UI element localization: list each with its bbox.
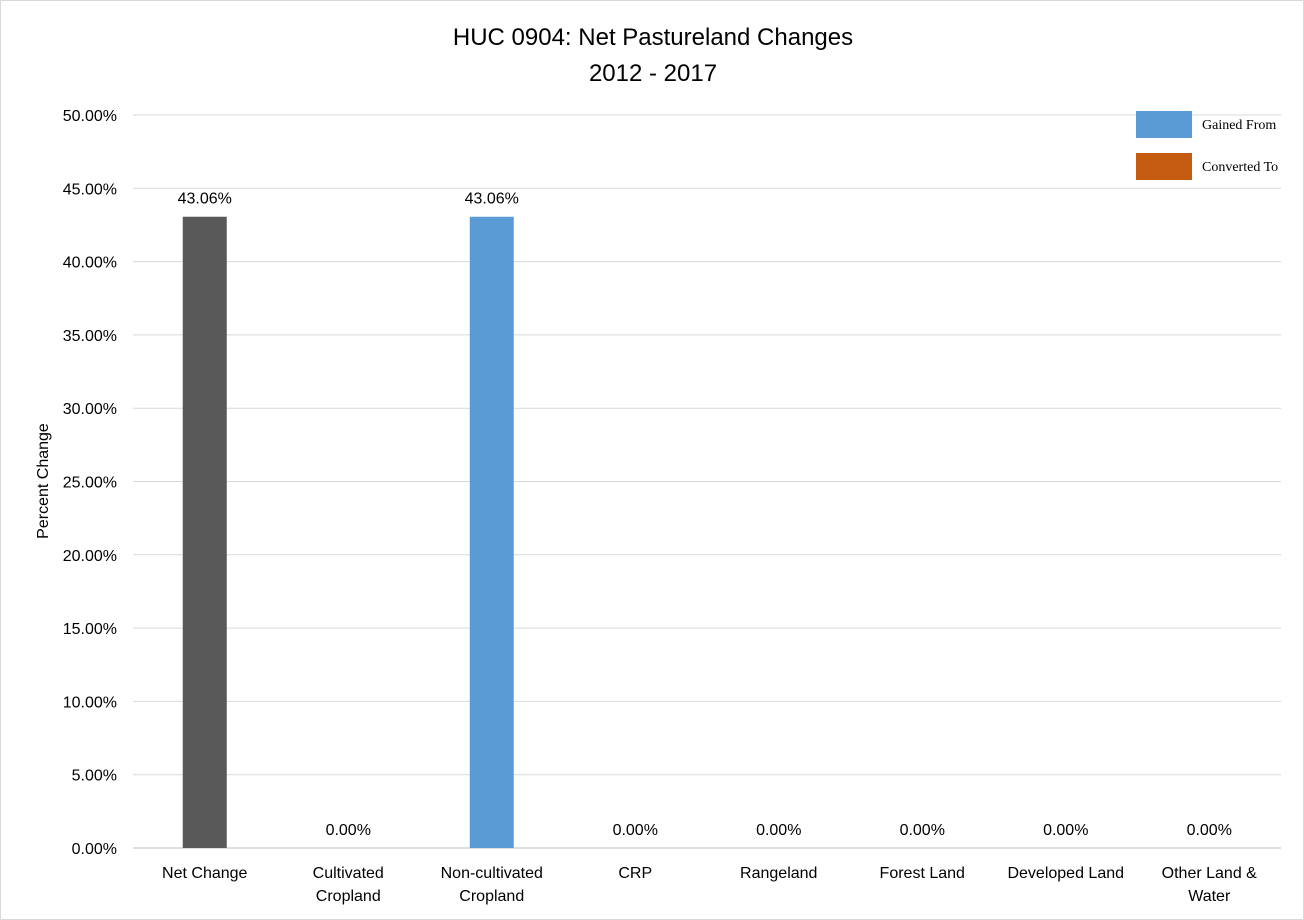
legend-swatch — [1136, 111, 1192, 138]
y-tick-label: 40.00% — [63, 255, 117, 272]
data-label: 0.00% — [756, 822, 801, 839]
bar — [182, 216, 227, 848]
y-tick-label: 10.00% — [63, 694, 117, 711]
data-label: 43.06% — [465, 191, 519, 208]
y-tick-label: 30.00% — [63, 401, 117, 418]
y-tick-label: 25.00% — [63, 475, 117, 492]
chart-title: HUC 0904: Net Pastureland Changes — [453, 24, 853, 51]
x-tick-label: Net Change — [162, 865, 247, 882]
y-axis-label: Percent Change — [35, 423, 52, 539]
x-tick-label: Forest Land — [880, 865, 965, 882]
x-tick-label: Developed Land — [1007, 865, 1124, 882]
y-tick-label: 5.00% — [72, 768, 117, 785]
data-label: 0.00% — [1187, 822, 1232, 839]
legend-label: Gained From — [1202, 118, 1276, 133]
bars — [182, 216, 514, 848]
data-labels: 43.06% 0.00% 43.06% 0.00% 0.00% 0.00% 0.00% 0.0… — [178, 191, 1232, 839]
y-tick-label: 50.00% — [63, 108, 117, 125]
y-tick-label: 35.00% — [63, 328, 117, 345]
data-label: 0.00% — [326, 822, 371, 839]
legend-swatch — [1136, 153, 1192, 180]
legend-label: Converted To — [1202, 160, 1278, 175]
y-axis-ticks: 0.00% 5.00% 10.00% 15.00% 20.00% 25.00% 30.00%… — [63, 108, 117, 858]
chart-subtitle: 2012 - 2017 — [589, 60, 717, 87]
x-tick-label: Non-cultivated Cropland — [441, 865, 543, 905]
bar — [469, 216, 514, 848]
data-label: 43.06% — [178, 191, 232, 208]
x-axis-ticks: Net Change Cultivated Cropland Non-cultivat… — [162, 865, 1257, 905]
data-label: 0.00% — [900, 822, 945, 839]
x-tick-label: Rangeland — [740, 865, 817, 882]
y-tick-label: 20.00% — [63, 548, 117, 565]
legend: Gained From Converted To — [1136, 111, 1278, 180]
x-tick-label: Cultivated Cropland — [313, 865, 384, 905]
data-label: 0.00% — [1043, 822, 1088, 839]
gridlines — [133, 114, 1281, 849]
x-tick-label: CRP — [618, 865, 652, 882]
y-tick-label: 15.00% — [63, 621, 117, 638]
x-tick-label: Other Land & Water — [1162, 865, 1258, 905]
y-tick-label: 45.00% — [63, 181, 117, 198]
y-tick-label: 0.00% — [72, 841, 117, 858]
data-label: 0.00% — [613, 822, 658, 839]
